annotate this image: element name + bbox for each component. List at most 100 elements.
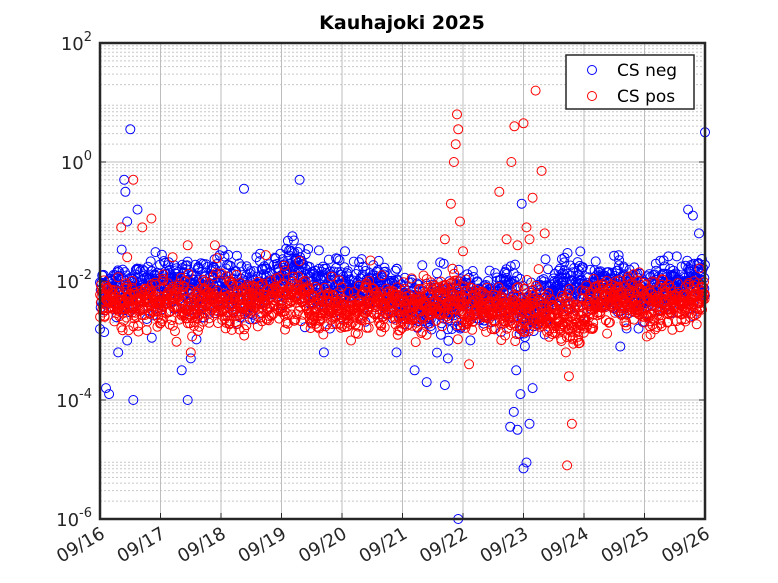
legend-marker-cs-neg [587,65,597,75]
data-point [173,278,184,289]
data-point [503,308,514,319]
outlier-point [225,276,236,286]
data-point [281,308,292,319]
data-point [556,325,566,336]
data-point [376,270,387,281]
data-point [227,279,238,290]
data-point [660,282,670,293]
data-point [510,336,521,347]
y-tick-label: 10-2 [56,268,92,293]
data-point [332,253,343,264]
outlier-point [442,353,453,364]
data-point [321,268,332,278]
data-point [698,294,708,305]
data-point [178,286,189,297]
data-point [532,283,543,294]
data-point [495,292,506,303]
data-point [522,275,532,285]
data-point [566,327,577,337]
data-point [289,315,300,326]
outlier-point [694,228,704,239]
data-point [339,262,350,273]
outlier-point [146,213,157,224]
data-point [313,245,324,256]
data-point [333,275,344,286]
outlier-point [101,383,111,394]
data-point [280,324,290,335]
outlier-point [579,323,589,334]
data-point [573,326,584,337]
outlier-point [122,252,133,263]
data-point [216,268,227,279]
data-point [647,276,658,287]
outlier-point [560,347,571,358]
data-point [245,266,256,277]
data-point [335,293,346,304]
data-point [621,317,632,328]
outlier-point [439,380,450,391]
outlier-point [633,323,644,334]
legend-label-cs-neg: CS neg [617,61,677,81]
data-point [133,320,143,331]
data-point [401,288,412,299]
outlier-point [340,246,350,257]
data-point [431,315,442,326]
outlier-point [122,335,133,346]
data-point [465,335,476,346]
outlier-point [137,222,148,233]
data-point [416,328,427,339]
data-point [117,325,128,336]
data-point [150,247,161,258]
data-point [390,265,401,276]
data-point [667,324,678,335]
data-point [588,318,599,328]
data-point [482,282,493,293]
data-point [302,281,313,292]
data-point [680,314,691,325]
data-point [117,308,128,319]
data-point [373,255,384,266]
data-point [438,258,449,269]
y-tick-label: 10-4 [56,387,92,412]
outlier-point [421,377,432,388]
outlier-point [566,418,577,429]
outlier-point [128,395,139,405]
data-point [294,256,305,266]
outlier-point [176,365,187,376]
outlier-point [167,252,178,263]
data-point [187,331,198,342]
outlier-point [104,389,115,400]
data-point [200,308,211,318]
outlier-point [521,222,532,233]
data-point [231,319,242,330]
data-point [559,257,570,268]
data-point [363,322,374,333]
data-point [239,330,250,341]
data-point [361,278,372,289]
data-point [556,254,567,265]
data-point [203,278,214,289]
data-point [432,347,442,358]
outlier-point [439,234,450,245]
outlier-point [505,421,516,432]
data-point [343,286,354,297]
data-point [652,322,663,332]
data-point [236,261,247,272]
data-point [562,288,573,299]
data-point [170,326,180,337]
outlier-point [524,234,535,245]
data-point [417,260,428,271]
data-point [621,320,632,331]
data-point [560,296,571,307]
outlier-point [122,216,133,227]
data-point [212,253,223,264]
data-point [442,324,453,335]
data-point [260,250,271,261]
data-point [175,296,186,307]
data-point [158,275,169,286]
outlier-point [562,460,573,471]
outlier-point [452,109,462,120]
outlier-point [185,353,196,364]
data-point [674,322,685,333]
data-point [618,263,629,274]
